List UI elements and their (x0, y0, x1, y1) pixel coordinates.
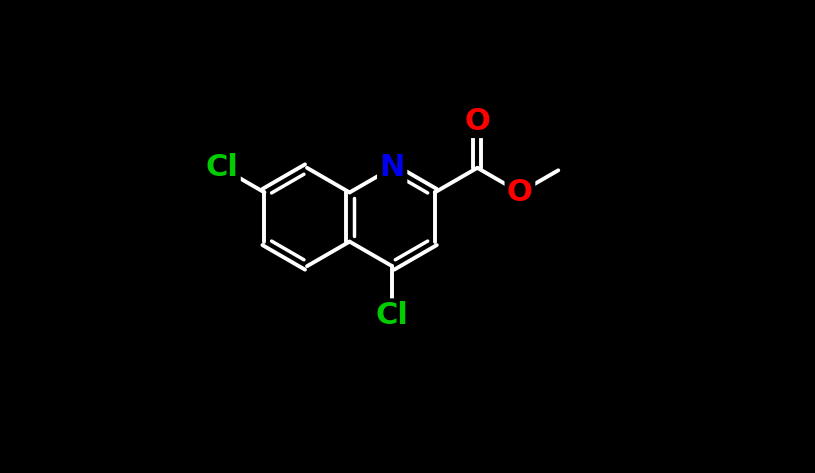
Text: O: O (465, 106, 491, 136)
Text: O: O (507, 178, 533, 207)
Text: Cl: Cl (376, 301, 408, 330)
Text: N: N (380, 153, 405, 183)
Text: Cl: Cl (205, 153, 238, 183)
